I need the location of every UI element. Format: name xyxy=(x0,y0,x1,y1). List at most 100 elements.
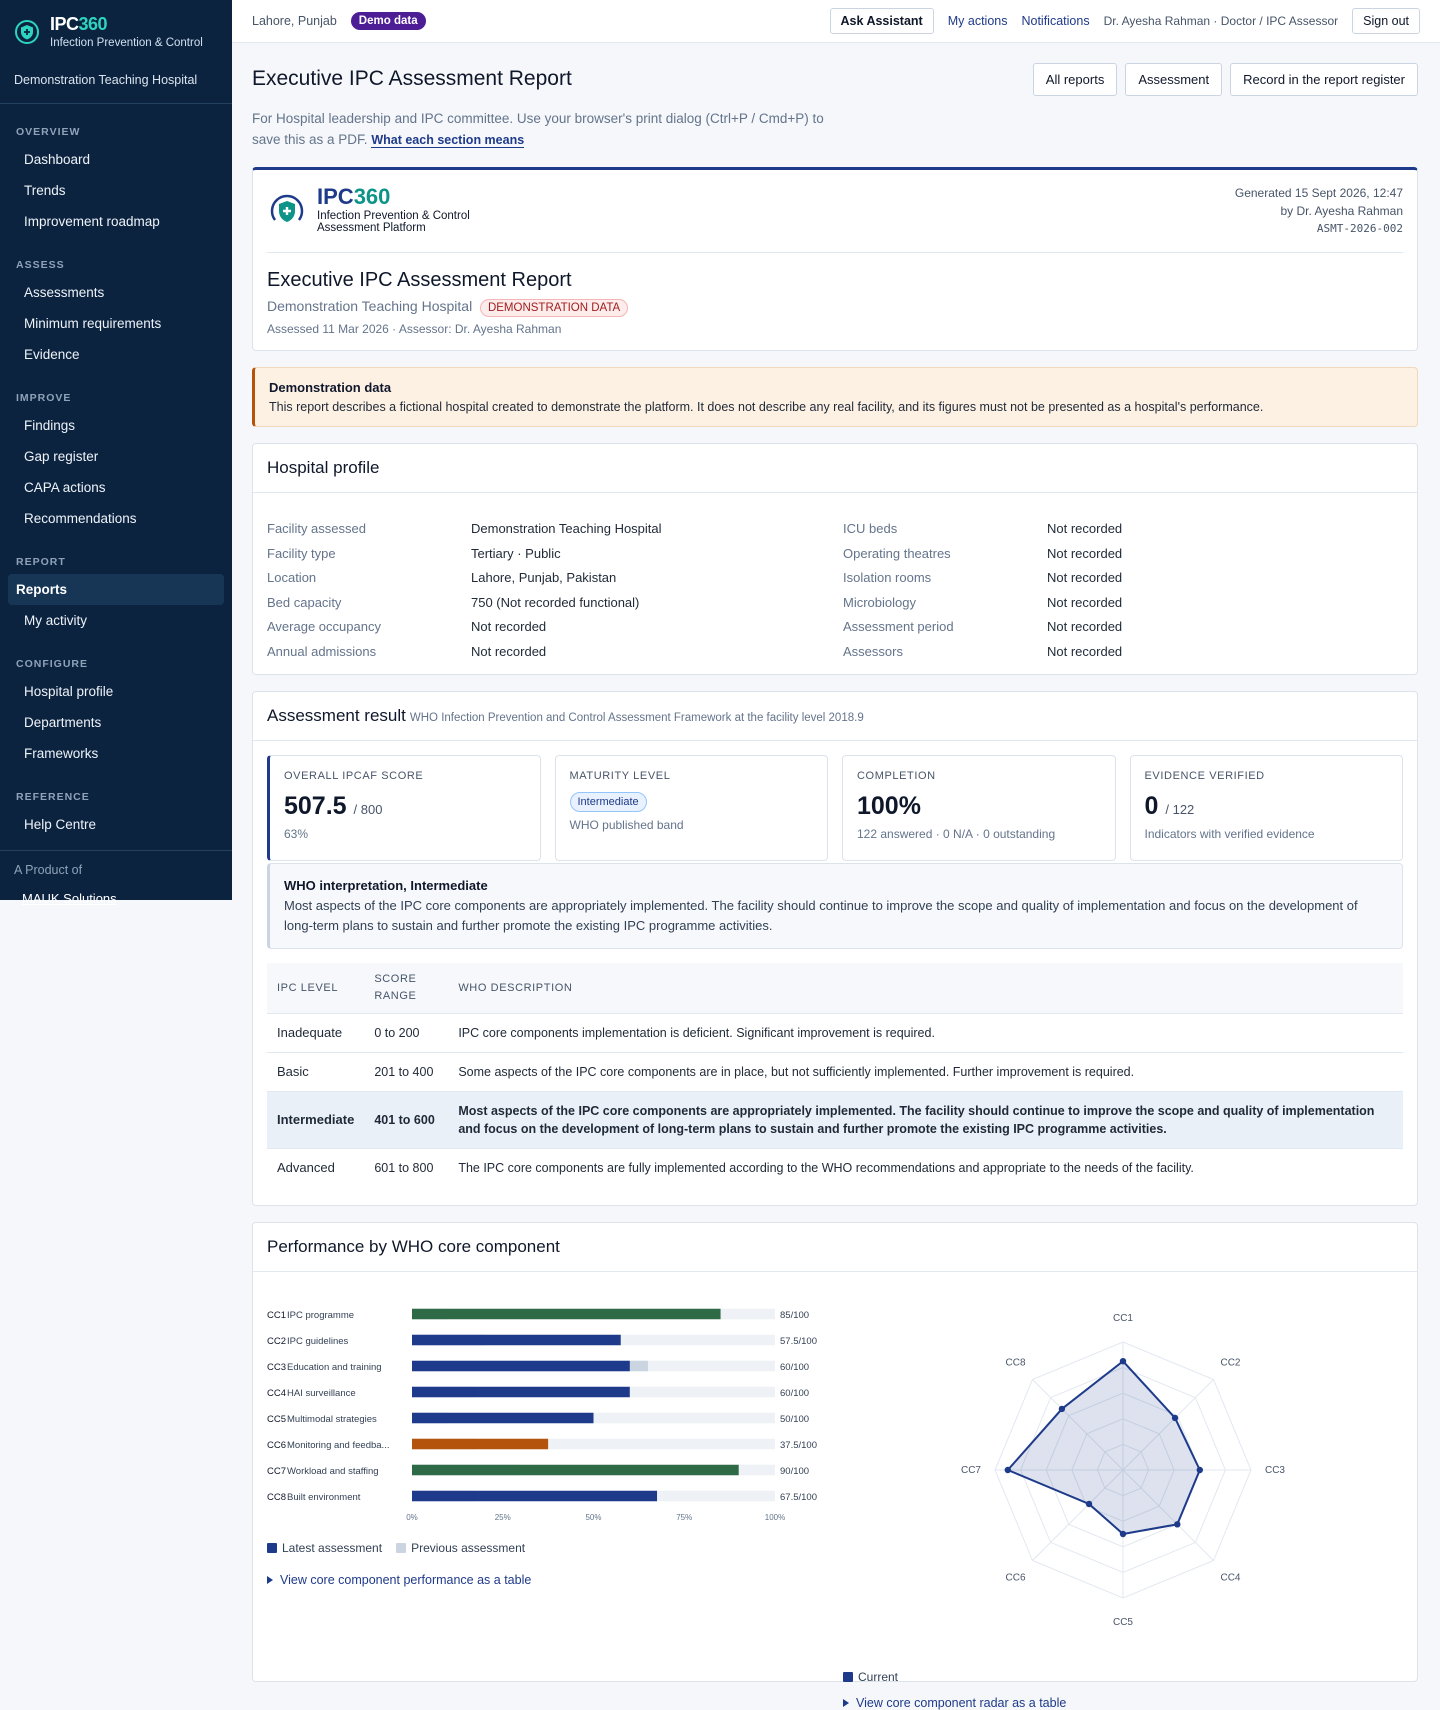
bar xyxy=(412,1438,549,1450)
x-tick-label: 25% xyxy=(495,1513,511,1522)
nav-item[interactable]: Evidence xyxy=(24,347,80,362)
sidebar-footer: A Product of MAUK Solutions xyxy=(0,850,232,918)
level-cell: Intermediate xyxy=(267,1091,365,1149)
page-header: Executive IPC Assessment Report All repo… xyxy=(252,43,1418,96)
company-link[interactable]: MAUK Solutions xyxy=(22,891,117,906)
intro-text: For Hospital leadership and IPC committe… xyxy=(252,111,824,147)
nav-item[interactable]: Gap register xyxy=(24,449,99,464)
nav-item[interactable]: CAPA actions xyxy=(24,480,106,495)
report-title: Executive IPC Assessment Report xyxy=(267,269,572,291)
nav-link[interactable]: Notifications xyxy=(1021,14,1090,28)
level-cell: IPC core components implementation is de… xyxy=(448,1013,1403,1053)
category-code: CC1 xyxy=(267,1310,286,1321)
category-label: Multimodal strategies xyxy=(287,1414,377,1425)
profile-value: Not recorded xyxy=(471,643,547,659)
value-label: 37.5/100 xyxy=(780,1440,817,1451)
result-card: OVERALL IPCAF SCORE 507.5 / 800 63% xyxy=(267,755,541,861)
profile-value: Not recorded xyxy=(1047,545,1123,561)
table-link[interactable]: View core component radar as a table xyxy=(843,1696,1417,1710)
profile-label: Facility assessed xyxy=(267,521,366,536)
nav-item[interactable]: Frameworks xyxy=(24,746,99,761)
legend-label: Latest assessment xyxy=(282,1541,383,1555)
assistant-button[interactable]: Ask Assistant xyxy=(829,8,934,34)
footer-text: A Product of xyxy=(14,863,83,877)
category-code: CC2 xyxy=(267,1336,286,1347)
signout-button[interactable]: Sign out xyxy=(1352,8,1420,34)
levels-table: IPC LEVEL SCORE RANGE WHO DESCRIPTION Inade… xyxy=(267,963,1403,1187)
category-code: CC3 xyxy=(267,1362,286,1373)
column-header: SCORE RANGE xyxy=(364,963,449,1014)
performance-card: Performance by WHO core component CC1 IPC… xyxy=(252,1222,1418,1710)
report-hospital: Demonstration Teaching Hospital xyxy=(267,298,473,314)
level-row: Basic 201 to 400 Some aspects of the IPC c… xyxy=(267,1052,1403,1092)
notice-title: Demonstration data xyxy=(269,380,392,395)
brand: IPC360 Infection Prevention & Control xyxy=(0,0,232,49)
nav-item[interactable]: My activity xyxy=(24,613,88,628)
spoke xyxy=(1032,1469,1124,1561)
report-logo xyxy=(270,194,304,222)
card-label: COMPLETION xyxy=(857,770,936,782)
x-tick-label: 100% xyxy=(765,1513,785,1522)
generated-date: Generated 15 Sept 2026, 12:47 xyxy=(1234,186,1403,200)
level-row: Intermediate 401 to 600 Most aspects of th… xyxy=(267,1091,1403,1149)
nav-item[interactable]: Help Centre xyxy=(24,817,97,832)
main: Executive IPC Assessment Report All repo… xyxy=(252,43,1418,1710)
profile-value: Not recorded xyxy=(1047,570,1123,585)
nav-item[interactable]: Assessments xyxy=(24,285,105,300)
profile-label: Annual admissions xyxy=(267,643,377,659)
header-button[interactable]: All reports xyxy=(1032,63,1118,96)
profile-label: Operating theatres xyxy=(843,545,951,561)
level-cell: 0 to 200 xyxy=(364,1013,449,1053)
nav-item[interactable]: Dashboard xyxy=(24,152,91,167)
interpretation-text: Most aspects of the IPC core components … xyxy=(284,898,1358,933)
logo xyxy=(15,19,39,44)
intro-link[interactable]: What each section means xyxy=(371,133,525,148)
radar-point xyxy=(1171,1414,1179,1422)
card-note: WHO published band xyxy=(569,818,684,832)
category-label: IPC programme xyxy=(287,1310,354,1321)
nav-item[interactable]: Recommendations xyxy=(24,511,137,526)
category-label: Built environment xyxy=(287,1492,361,1503)
report-card: IPC360 Infection Prevention & Control As… xyxy=(252,167,1418,351)
interpretation: WHO interpretation, Intermediate Most asp… xyxy=(267,863,1403,949)
brand-b: 360 xyxy=(353,184,391,209)
axis-label: CC1 xyxy=(1113,1313,1133,1324)
section-title: Assessment result xyxy=(267,706,406,725)
bar xyxy=(412,1490,658,1502)
nav-item[interactable]: Findings xyxy=(24,418,76,433)
demo-badge: Demo data xyxy=(350,12,426,30)
value-label: 90/100 xyxy=(780,1466,809,1477)
legend-item: Latest assessment xyxy=(267,1541,382,1555)
nav-item[interactable]: Minimum requirements xyxy=(24,316,162,331)
axis-label: CC5 xyxy=(1113,1617,1133,1628)
nav-item[interactable]: Hospital profile xyxy=(24,684,114,699)
level-cell: Basic xyxy=(267,1052,365,1092)
level-cell: Most aspects of the IPC core components … xyxy=(448,1091,1403,1149)
card-number: 0 xyxy=(1144,792,1159,820)
spoke xyxy=(1032,1379,1124,1471)
card-suffix: / 122 xyxy=(1165,802,1195,817)
profile-value: Tertiary · Public xyxy=(471,545,561,561)
spoke xyxy=(1122,1379,1214,1471)
report-id: ASMT-2026-002 xyxy=(1316,222,1403,235)
value-label: 60/100 xyxy=(780,1362,809,1373)
radar-point xyxy=(1196,1466,1203,1474)
level-row: Advanced 601 to 800 The IPC core component… xyxy=(267,1148,1403,1187)
table-link[interactable]: View core component performance as a tab… xyxy=(267,1573,843,1587)
nav-link[interactable]: My actions xyxy=(947,14,1008,28)
legend: Current xyxy=(843,1670,1417,1684)
category-code: CC8 xyxy=(267,1492,286,1503)
nav-item[interactable]: Trends xyxy=(24,183,66,198)
nav-heading: CONFIGURE xyxy=(16,658,88,670)
tagline: Assessment Platform xyxy=(317,222,426,234)
legend-swatch xyxy=(267,1543,277,1553)
nav-item[interactable]: Reports xyxy=(8,574,224,605)
header-button[interactable]: Record in the report register xyxy=(1230,63,1418,96)
column-header: WHO DESCRIPTION xyxy=(448,963,1403,1014)
nav-item[interactable]: Departments xyxy=(24,715,102,730)
header-button[interactable]: Assessment xyxy=(1125,63,1223,96)
level-cell: Advanced xyxy=(267,1148,365,1187)
card-value: 100% xyxy=(857,792,1101,821)
nav-item[interactable]: Improvement roadmap xyxy=(24,214,160,229)
x-tick-label: 75% xyxy=(676,1513,692,1522)
